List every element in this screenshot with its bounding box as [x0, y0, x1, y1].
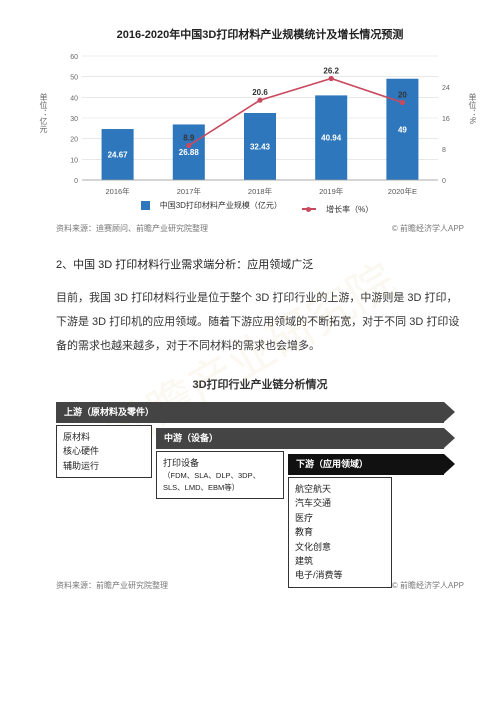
svg-text:8: 8 [442, 147, 446, 154]
list-item: 文化创意 [295, 540, 385, 554]
source-right: © 前瞻经济学人APP [392, 223, 464, 234]
chart-svg: 0 10 20 30 40 50 60 0 8 16 24 24.67 2016年 26.88 2017年 3… [56, 48, 464, 198]
list-item: （FDM、SLA、DLP、3DP、SLS、LMD、EBM等） [163, 470, 277, 494]
source-left: 资料来源：前瞻产业研究院整理 [56, 580, 168, 591]
list-item: 教育 [295, 525, 385, 539]
source-line-2: 资料来源：前瞻产业研究院整理 © 前瞻经济学人APP [56, 580, 464, 591]
svg-text:20: 20 [70, 137, 78, 144]
svg-text:2016年: 2016年 [106, 186, 131, 196]
svg-text:49: 49 [398, 125, 407, 134]
midstream-bar: 中游（设备） [156, 428, 444, 449]
svg-text:32.43: 32.43 [250, 142, 271, 151]
svg-text:8.9: 8.9 [183, 134, 195, 143]
list-item: 原材料 [63, 430, 145, 444]
svg-text:2019年: 2019年 [319, 186, 344, 196]
svg-text:24: 24 [442, 85, 450, 92]
svg-text:26.88: 26.88 [179, 148, 200, 157]
svg-text:30: 30 [70, 116, 78, 123]
svg-text:0: 0 [442, 178, 446, 185]
svg-text:16: 16 [442, 116, 450, 123]
svg-text:24.67: 24.67 [108, 151, 129, 160]
svg-text:50: 50 [70, 75, 78, 82]
section-heading: 2、中国 3D 打印材料行业需求端分析：应用领域广泛 [56, 256, 464, 272]
list-item: 辅助运行 [63, 459, 145, 473]
svg-text:40: 40 [70, 95, 78, 102]
list-item: 建筑 [295, 554, 385, 568]
upstream-box: 原材料 核心硬件 辅助运行 [56, 425, 152, 478]
downstream-bar: 下游（应用领域） [288, 454, 444, 475]
list-item: 核心硬件 [63, 444, 145, 458]
source-line-1: 资料来源：迪赛顾问、前瞻产业研究院整理 © 前瞻经济学人APP [56, 223, 464, 234]
y-left-label: 单位：亿元 [38, 93, 49, 133]
chain-title: 3D打印行业产业链分析情况 [56, 376, 464, 392]
svg-text:20: 20 [398, 91, 407, 100]
svg-text:2020年E: 2020年E [388, 186, 417, 196]
industry-chain-diagram: 上游（原材料及零件） 中游（设备） 下游（应用领域） 原材料 核心硬件 辅助运行… [56, 402, 464, 572]
list-item: 打印设备 [163, 456, 277, 470]
svg-text:60: 60 [70, 54, 78, 61]
svg-text:20.6: 20.6 [252, 88, 268, 97]
y-right-label: 单位：% [467, 93, 478, 124]
svg-text:26.2: 26.2 [323, 66, 339, 75]
legend-line: 增长率（%） [302, 204, 379, 215]
chart-legend: 中国3D打印材料产业规模（亿元） 增长率（%） [56, 200, 464, 215]
source-right: © 前瞻经济学人APP [392, 580, 464, 591]
svg-text:2017年: 2017年 [177, 186, 202, 196]
list-item: 汽车交通 [295, 496, 385, 510]
legend-bar: 中国3D打印材料产业规模（亿元） [141, 200, 288, 211]
svg-text:40.94: 40.94 [321, 134, 342, 143]
body-paragraph: 目前，我国 3D 打印材料行业是位于整个 3D 打印行业的上游，中游则是 3D … [56, 286, 464, 359]
list-item: 医疗 [295, 511, 385, 525]
svg-text:2018年: 2018年 [248, 186, 273, 196]
downstream-box: 航空航天 汽车交通 医疗 教育 文化创意 建筑 电子/消费等 [288, 477, 392, 588]
svg-text:10: 10 [70, 157, 78, 164]
list-item: 电子/消费等 [295, 568, 385, 582]
source-left: 资料来源：迪赛顾问、前瞻产业研究院整理 [56, 223, 208, 234]
upstream-bar: 上游（原材料及零件） [56, 402, 444, 423]
svg-text:0: 0 [74, 178, 78, 185]
chart-title: 2016-2020年中国3D打印材料产业规模统计及增长情况预测 [56, 26, 464, 42]
bar-line-chart: 单位：亿元 单位：% 010203040506008162424.672016年… [56, 48, 464, 198]
midstream-box: 打印设备 （FDM、SLA、DLP、3DP、SLS、LMD、EBM等） [156, 451, 284, 499]
list-item: 航空航天 [295, 482, 385, 496]
